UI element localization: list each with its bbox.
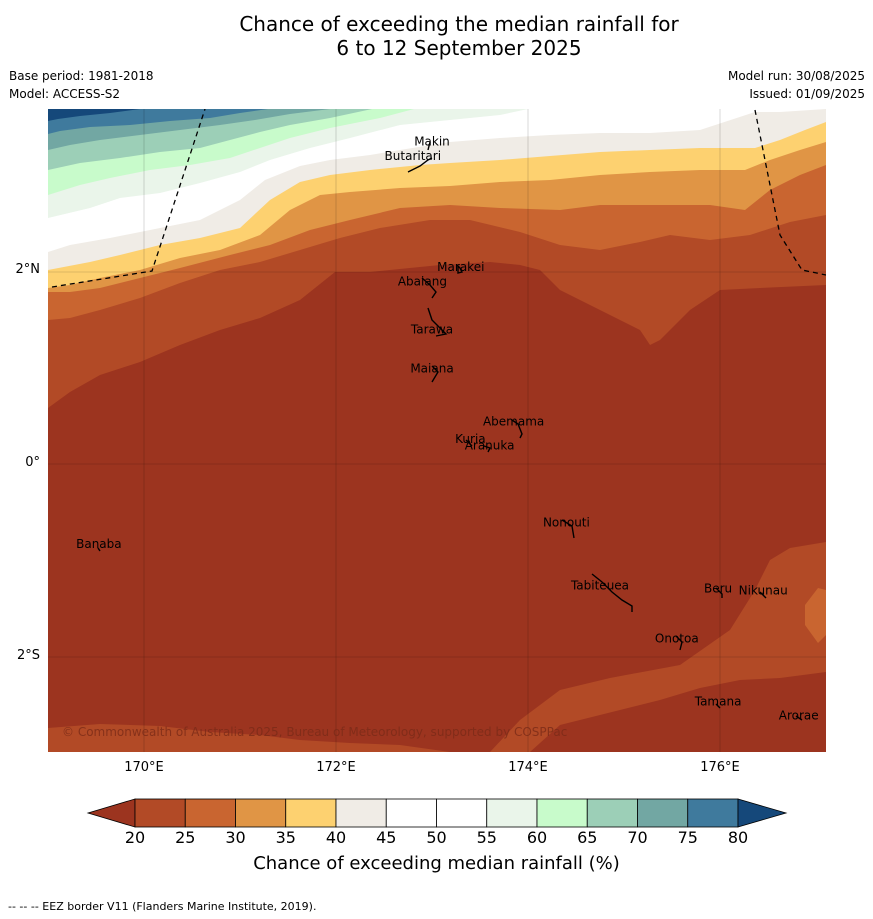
colorbar-tick-label: 60 xyxy=(526,828,548,847)
colorbar-segment-65 xyxy=(586,798,638,828)
place-label-nonouti: Nonouti xyxy=(543,516,590,530)
island-arorae xyxy=(795,715,803,721)
band-80 xyxy=(48,109,268,134)
island-beru xyxy=(715,587,723,598)
island-onotoa xyxy=(675,635,683,651)
band-above-80 xyxy=(48,109,140,121)
place-label-tarawa: Tarawa xyxy=(410,323,453,337)
map-title: Chance of exceeding the median rainfall … xyxy=(0,12,873,60)
band-25-se xyxy=(490,542,826,752)
place-label-beru: Beru xyxy=(704,581,732,595)
island-kuria xyxy=(465,439,473,447)
lat-label: 0° xyxy=(25,455,40,470)
colorbar-segment-20 xyxy=(134,798,186,828)
colorbar-tick-label: 70 xyxy=(627,828,648,847)
graticule xyxy=(48,109,826,752)
island-aranuka xyxy=(483,445,491,453)
island-makin xyxy=(427,141,431,151)
colorbar-tick-label: 25 xyxy=(175,828,196,847)
colorbar-segment-25 xyxy=(184,798,236,828)
colorbar-tick-label: 50 xyxy=(426,828,447,847)
place-label-maiana: Maiana xyxy=(410,361,453,375)
island-nikunau xyxy=(759,591,767,599)
lat-label: 2°N xyxy=(15,262,41,277)
model-run-date: Model run: 30/08/2025 xyxy=(727,69,865,83)
colorbar-tick-label: 40 xyxy=(325,828,347,847)
issued-date: Issued: 01/09/2025 xyxy=(749,87,865,101)
lat-label: 2°S xyxy=(16,648,40,663)
place-label-onotoa: Onotoa xyxy=(655,632,699,646)
island-tabiteuea xyxy=(591,573,633,612)
place-label-arorae: Arorae xyxy=(779,709,819,723)
island-banaba xyxy=(97,547,101,552)
colorbar-under-triangle xyxy=(86,798,136,828)
band-30-se xyxy=(805,588,826,643)
place-label-kuria: Kuria xyxy=(455,432,486,446)
colorbar-tick-label: 35 xyxy=(275,828,296,847)
place-label-tabiteuea: Tabiteuea xyxy=(570,578,629,592)
island-tarawa xyxy=(427,307,448,337)
place-label-banaba: Banaba xyxy=(76,537,122,551)
eez-footnote: -- -- -- EEZ border V11 (Flanders Marine… xyxy=(8,900,317,913)
island-nonouti xyxy=(561,519,575,539)
eez-border-line-east xyxy=(754,109,826,276)
colorbar-segment-70 xyxy=(637,798,689,828)
colorbar-segment-55 xyxy=(486,798,538,828)
colorbar-segment-45 xyxy=(385,798,437,828)
lon-label: 172°E xyxy=(316,760,356,775)
colorbar-segment-40 xyxy=(335,798,387,828)
run-info-left: Base period: 1981-2018 Model: ACCESS-S2 xyxy=(9,67,154,103)
island-butaritari xyxy=(407,157,433,173)
place-label-butaritari: Butaritari xyxy=(385,149,442,163)
title-line-2: 6 to 12 September 2025 xyxy=(336,36,582,60)
island-maiana xyxy=(431,365,439,383)
place-label-aranuka: Aranuka xyxy=(465,439,515,453)
colorbar-tick-label: 80 xyxy=(727,828,749,847)
colorbar-tick-label: 20 xyxy=(124,828,146,847)
colorbar-segment-50 xyxy=(436,798,488,828)
place-label-abaiang: Abaiang xyxy=(398,274,447,288)
place-label-tamana: Tamana xyxy=(694,694,742,708)
lon-label: 174°E xyxy=(508,760,548,775)
band-25-sw xyxy=(48,724,450,752)
copyright-note: © Commonwealth of Australia 2025, Bureau… xyxy=(62,725,567,739)
eez-border-line xyxy=(51,109,206,288)
place-label-nikunau: Nikunau xyxy=(739,583,788,597)
colorbar-tick-label: 65 xyxy=(577,828,598,847)
base-period: Base period: 1981-2018 xyxy=(9,69,154,83)
run-info-right: Model run: 30/08/2025 Issued: 01/09/2025 xyxy=(728,67,865,103)
island-abemama xyxy=(511,419,523,439)
colorbar xyxy=(86,798,788,828)
colorbar-over-triangle xyxy=(737,798,788,828)
colorbar-tick-label: 55 xyxy=(476,828,497,847)
colorbar-segment-30 xyxy=(235,798,287,828)
colorbar-segment-35 xyxy=(285,798,337,828)
colorbar-tick-label: 75 xyxy=(677,828,698,847)
island-abaiang xyxy=(421,277,437,299)
title-line-1: Chance of exceeding the median rainfall … xyxy=(239,12,679,36)
colorbar-tick-label: 45 xyxy=(376,828,397,847)
island-marakei xyxy=(457,264,464,274)
islands xyxy=(97,141,803,721)
colorbar-tick-label: 30 xyxy=(225,828,246,847)
model-name: Model: ACCESS-S2 xyxy=(9,87,121,101)
place-label-abemama: Abemama xyxy=(483,414,544,428)
lon-label: 170°E xyxy=(124,760,164,775)
place-label-marakei: Marakei xyxy=(437,260,484,274)
island-tamana xyxy=(715,703,721,709)
colorbar-segment-60 xyxy=(536,798,588,828)
lon-label: 176°E xyxy=(700,760,740,775)
colorbar-segment-75 xyxy=(687,798,739,828)
place-label-makin: Makin xyxy=(414,135,450,149)
colorbar-title: Chance of exceeding median rainfall (%) xyxy=(253,853,620,874)
